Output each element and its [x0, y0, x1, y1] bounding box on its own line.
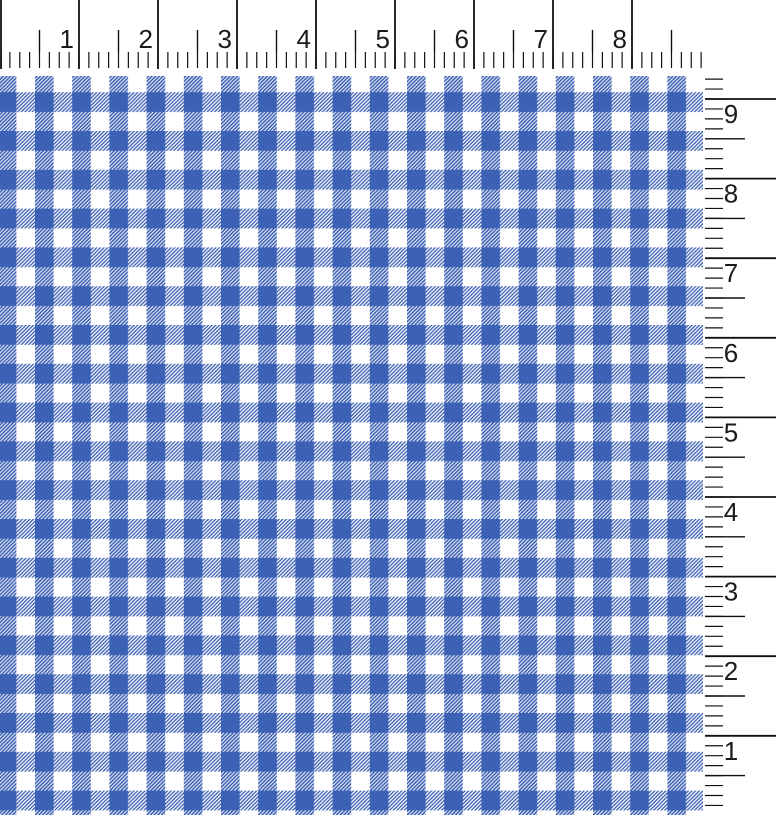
ruler-number: 5	[724, 417, 738, 447]
ruler-number: 8	[613, 24, 627, 54]
ruler-horizontal-top: 1 2 3 4 5 6 7 8	[0, 0, 702, 69]
ruler-number: 4	[297, 24, 311, 54]
ruler-number: 4	[724, 497, 738, 527]
ruler-number: 5	[376, 24, 390, 54]
ruler-number: 6	[724, 338, 738, 368]
ruler-number: 9	[724, 99, 738, 129]
ruler-number: 2	[139, 24, 153, 54]
ruler-number: 8	[724, 179, 738, 209]
ruler-number: 7	[724, 258, 738, 288]
ruler-number: 1	[724, 736, 738, 766]
ruler-number: 7	[534, 24, 548, 54]
ruler-number: 3	[218, 24, 232, 54]
ruler-number: 3	[724, 577, 738, 607]
ruler-number: 2	[724, 656, 738, 686]
ruler-number: 1	[60, 24, 74, 54]
ruler-vertical-right: 9 8 7 6 5 4 3 2 1	[705, 78, 776, 807]
ruler-number: 6	[455, 24, 469, 54]
gingham-fabric-swatch	[0, 76, 703, 815]
